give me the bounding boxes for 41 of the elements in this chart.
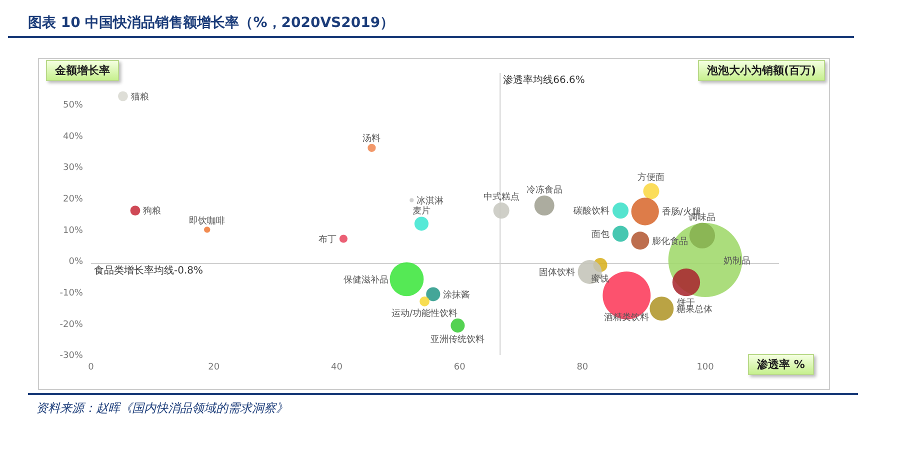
y-tick-label: -20%	[60, 320, 84, 330]
y-tick-label: 20%	[62, 194, 84, 205]
ref-line-label: 渗透率均线66.6%	[503, 74, 585, 86]
annotation: 麦片	[412, 206, 430, 217]
annotation: 汤料	[362, 132, 381, 144]
annotation: 方便面	[638, 172, 665, 184]
x-tick-label: 100	[696, 362, 714, 372]
x-tick-label: 60	[454, 362, 466, 372]
annotation: 固体饮料	[538, 267, 575, 278]
y-tick-label: 0%	[68, 257, 84, 268]
annotation: 冷冻食品	[526, 184, 562, 196]
annotation: 亚洲传统饮料	[430, 334, 485, 345]
annotation: 蜜饯	[591, 273, 610, 284]
annotation: 泡泡大小为销额(百万)	[698, 60, 826, 81]
annotation: 中式糕点	[483, 192, 520, 203]
y-tick-label: 10%	[62, 226, 84, 236]
annotation: 狗粮	[143, 206, 162, 217]
x-axis-title: 渗透率 %	[748, 354, 814, 375]
annotation: 猫粮	[130, 91, 149, 102]
y-tick-label: -30%	[60, 351, 84, 362]
annotation: 碳酸饮料	[572, 206, 610, 217]
x-tick-label: 0	[88, 362, 94, 372]
ref-line-label: 食品类增长率均线-0.8%	[94, 264, 204, 277]
y-tick-label: -10%	[60, 288, 84, 299]
y-tick-label: 40%	[62, 132, 84, 142]
y-tick-label: 30%	[62, 163, 84, 174]
annotation: 布丁	[318, 234, 336, 245]
x-tick-label: 80	[576, 362, 588, 372]
annotation: 保健滋补品	[344, 274, 389, 286]
annotation: 糖果总体	[676, 304, 713, 315]
annotation: 运动/功能性饮料	[392, 308, 458, 319]
y-axis-title: 金额增长率	[46, 60, 119, 81]
annotation: 即饮咖啡	[189, 216, 226, 227]
annotation: 面包	[591, 228, 610, 240]
chart-title: 图表 10 中国快消品销售额增长率（%，2020VS2019）	[8, 8, 854, 38]
annotation: 涂抹酱	[443, 289, 470, 300]
y-tick-label: 50%	[62, 100, 84, 111]
annotation: 冰淇淋	[416, 195, 444, 206]
text: 资料来源：赵晖《国内快消品领域的需求洞察》	[36, 400, 288, 417]
x-tick-label: 40	[330, 362, 343, 372]
x-tick-label: 20	[208, 362, 220, 372]
